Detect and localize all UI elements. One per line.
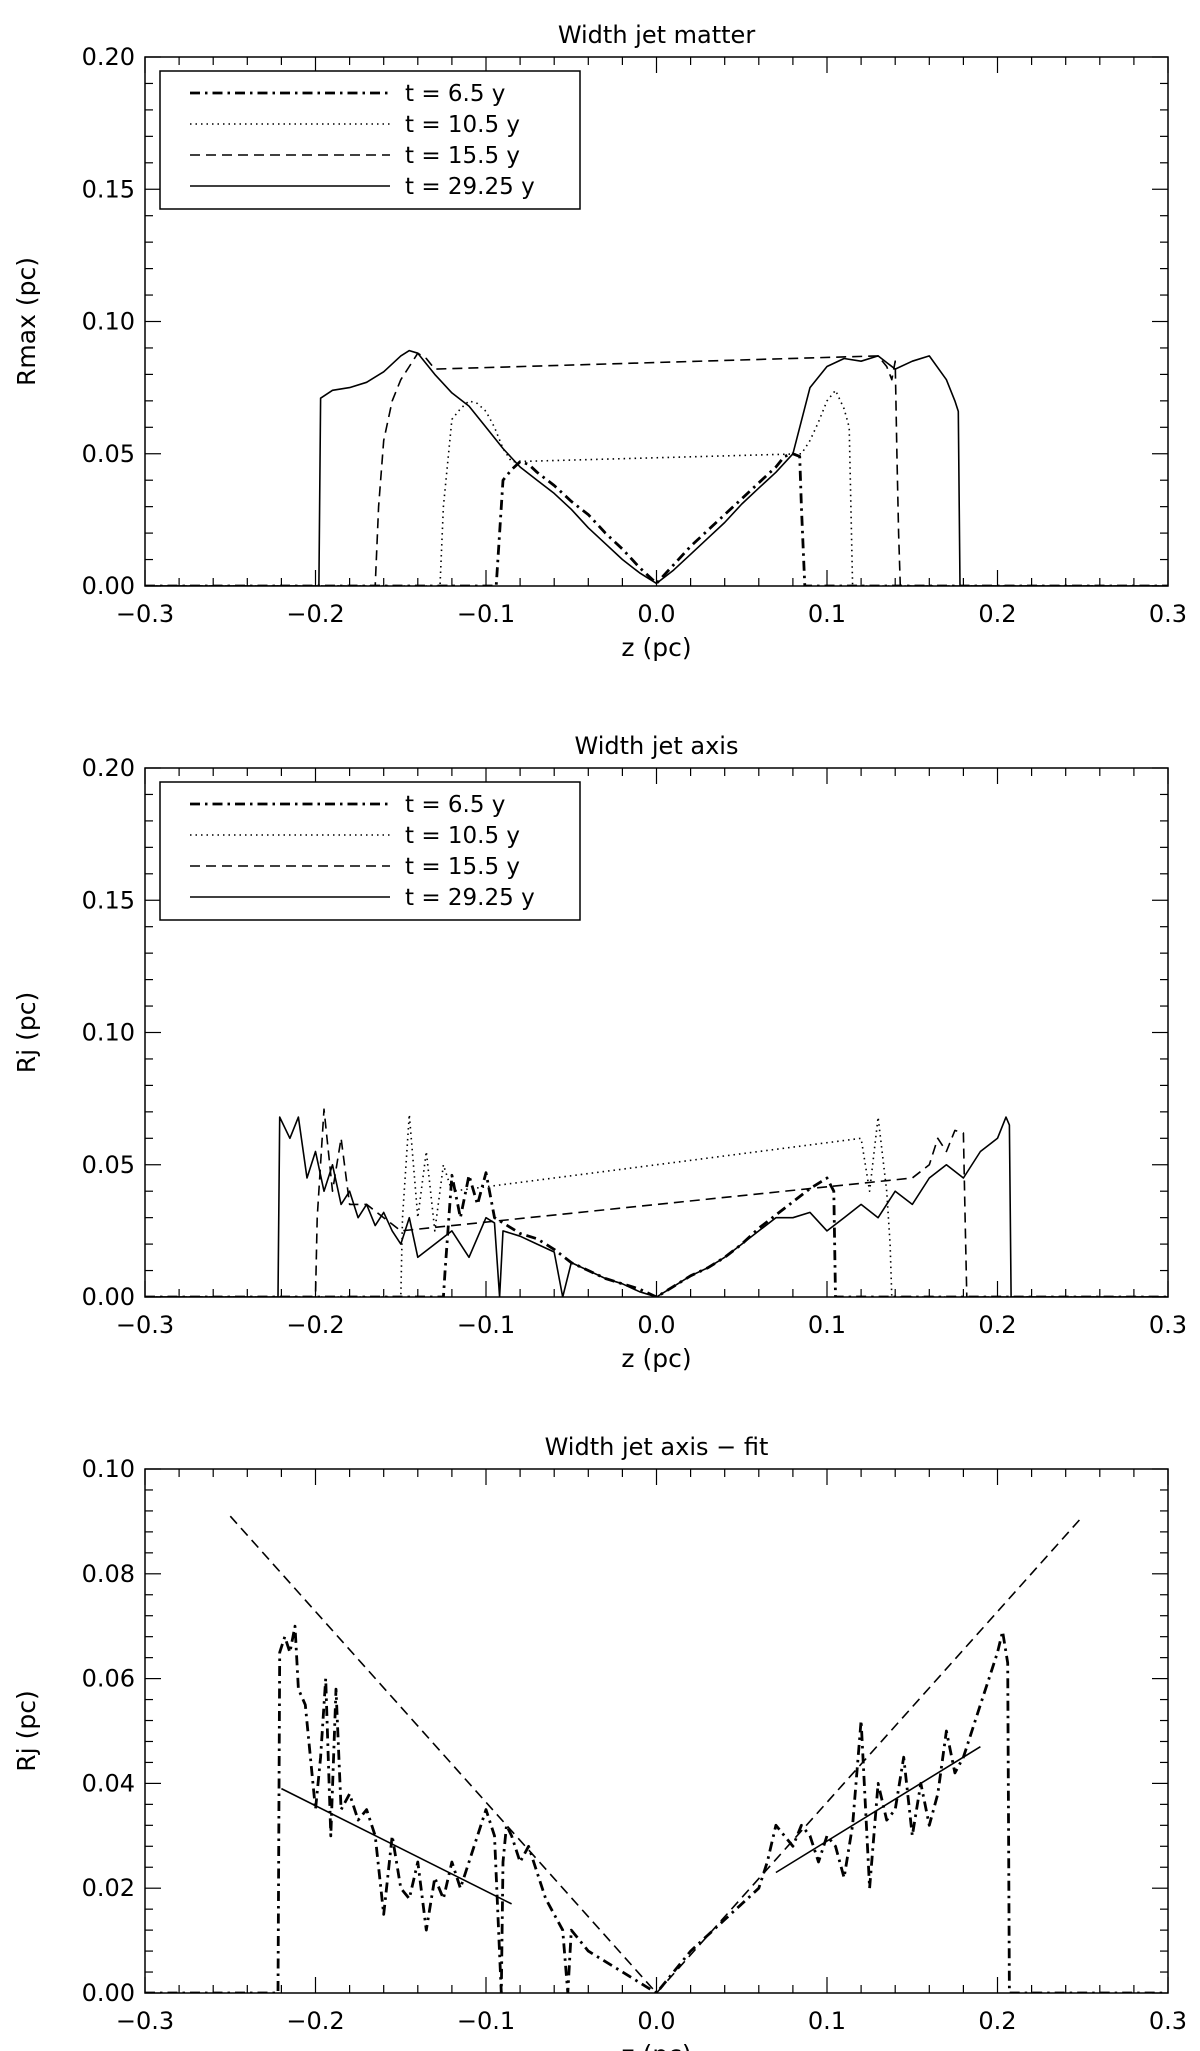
y-axis-label: Rj (pc) [12,992,41,1073]
legend-label: t = 10.5 y [405,823,520,849]
series-line-2 [229,1515,1084,1993]
legend: t = 6.5 y t = 10.5 y t = 15.5 y t = 29.25 y [159,70,581,210]
y-tick-label: 0.10 [82,308,135,336]
y-tick-label: 0.08 [82,1560,135,1588]
y-tick-label: 0.00 [82,1283,135,1311]
y-axis-label: Rj (pc) [12,1690,41,1771]
x-axis-label: z (pc) [621,1344,691,1373]
legend-label: t = 29.25 y [405,885,535,911]
legend-label: t = 10.5 y [405,112,520,138]
series-line-1 [145,452,1168,586]
legend-label: t = 6.5 y [405,792,505,818]
y-tick-label: 0.05 [82,1151,135,1179]
legend-label: t = 15.5 y [405,143,520,169]
x-tick-label: −0.1 [457,2007,515,2035]
chart-panel-2: Width jet axis −0.3 −0.2 −0.1 0.0 0.1 0.2 0.3 z … [12,732,1187,1373]
x-tick-label: 0.1 [808,600,846,628]
x-tick-label: 0.0 [637,2007,675,2035]
x-tick-label: 0.3 [1149,1311,1187,1339]
x-tick-label: 0.1 [808,2007,846,2035]
x-tick-label: −0.1 [457,1311,515,1339]
series-line-4 [145,349,1168,586]
series-line-3 [145,1108,1168,1297]
y-tick-label: 0.10 [82,1455,135,1483]
series-line-4 [145,1116,1168,1297]
y-tick-label: 0.02 [82,1874,135,1902]
series-line-2 [145,389,1168,586]
y-tick-label: 0.04 [82,1769,135,1797]
series-line-3 [281,1787,512,1905]
x-tick-label: −0.1 [457,600,515,628]
series-line-1 [145,1624,1168,1993]
x-tick-label: −0.3 [116,600,174,628]
y-tick-label: 0.00 [82,572,135,600]
x-tick-label: 0.3 [1149,2007,1187,2035]
y-tick-label: 0.20 [82,754,135,782]
chart-title: Width jet matter [558,21,756,49]
x-tick-label: 0.3 [1149,600,1187,628]
chart-title: Width jet axis − fit [545,1433,769,1461]
x-tick-label: −0.2 [286,1311,344,1339]
y-tick-label: 0.15 [82,175,135,203]
legend-label: t = 6.5 y [405,81,505,107]
x-axis-label: z (pc) [621,633,691,662]
legend-label: t = 29.25 y [405,174,535,200]
chart-panel-3: Width jet axis − fit −0.3 −0.2 −0.1 0.0 0.1 0.… [12,1433,1187,2051]
y-tick-label: 0.10 [82,1019,135,1047]
x-tick-label: 0.0 [637,600,675,628]
x-tick-label: −0.3 [116,2007,174,2035]
x-tick-label: 0.0 [637,1311,675,1339]
x-tick-label: −0.2 [286,2007,344,2035]
y-tick-label: 0.20 [82,43,135,71]
x-tick-label: −0.2 [286,600,344,628]
y-tick-label: 0.05 [82,440,135,468]
y-tick-label: 0.00 [82,1979,135,2007]
y-tick-label: 0.06 [82,1665,135,1693]
x-tick-label: 0.2 [978,600,1016,628]
series-line-1 [145,1171,1168,1297]
legend-label: t = 15.5 y [405,854,520,880]
chart-panel-1: Width jet matter −0.3 −0.2 −0.1 0.0 0.1 0.2 0.3… [12,21,1187,662]
x-tick-label: −0.3 [116,1311,174,1339]
series-line-2 [145,1113,1168,1297]
series-line-3 [145,352,1168,586]
chart-title: Width jet axis [575,732,739,760]
x-tick-label: 0.2 [978,1311,1016,1339]
x-axis-label: z (pc) [621,2040,691,2051]
y-axis-label: Rmax (pc) [12,257,41,386]
legend: t = 6.5 y t = 10.5 y t = 15.5 y t = 29.25 y [159,781,581,921]
series-line-4 [775,1746,981,1874]
y-tick-label: 0.15 [82,886,135,914]
x-tick-label: 0.1 [808,1311,846,1339]
plot-frame [144,1468,1169,1994]
x-tick-label: 0.2 [978,2007,1016,2035]
